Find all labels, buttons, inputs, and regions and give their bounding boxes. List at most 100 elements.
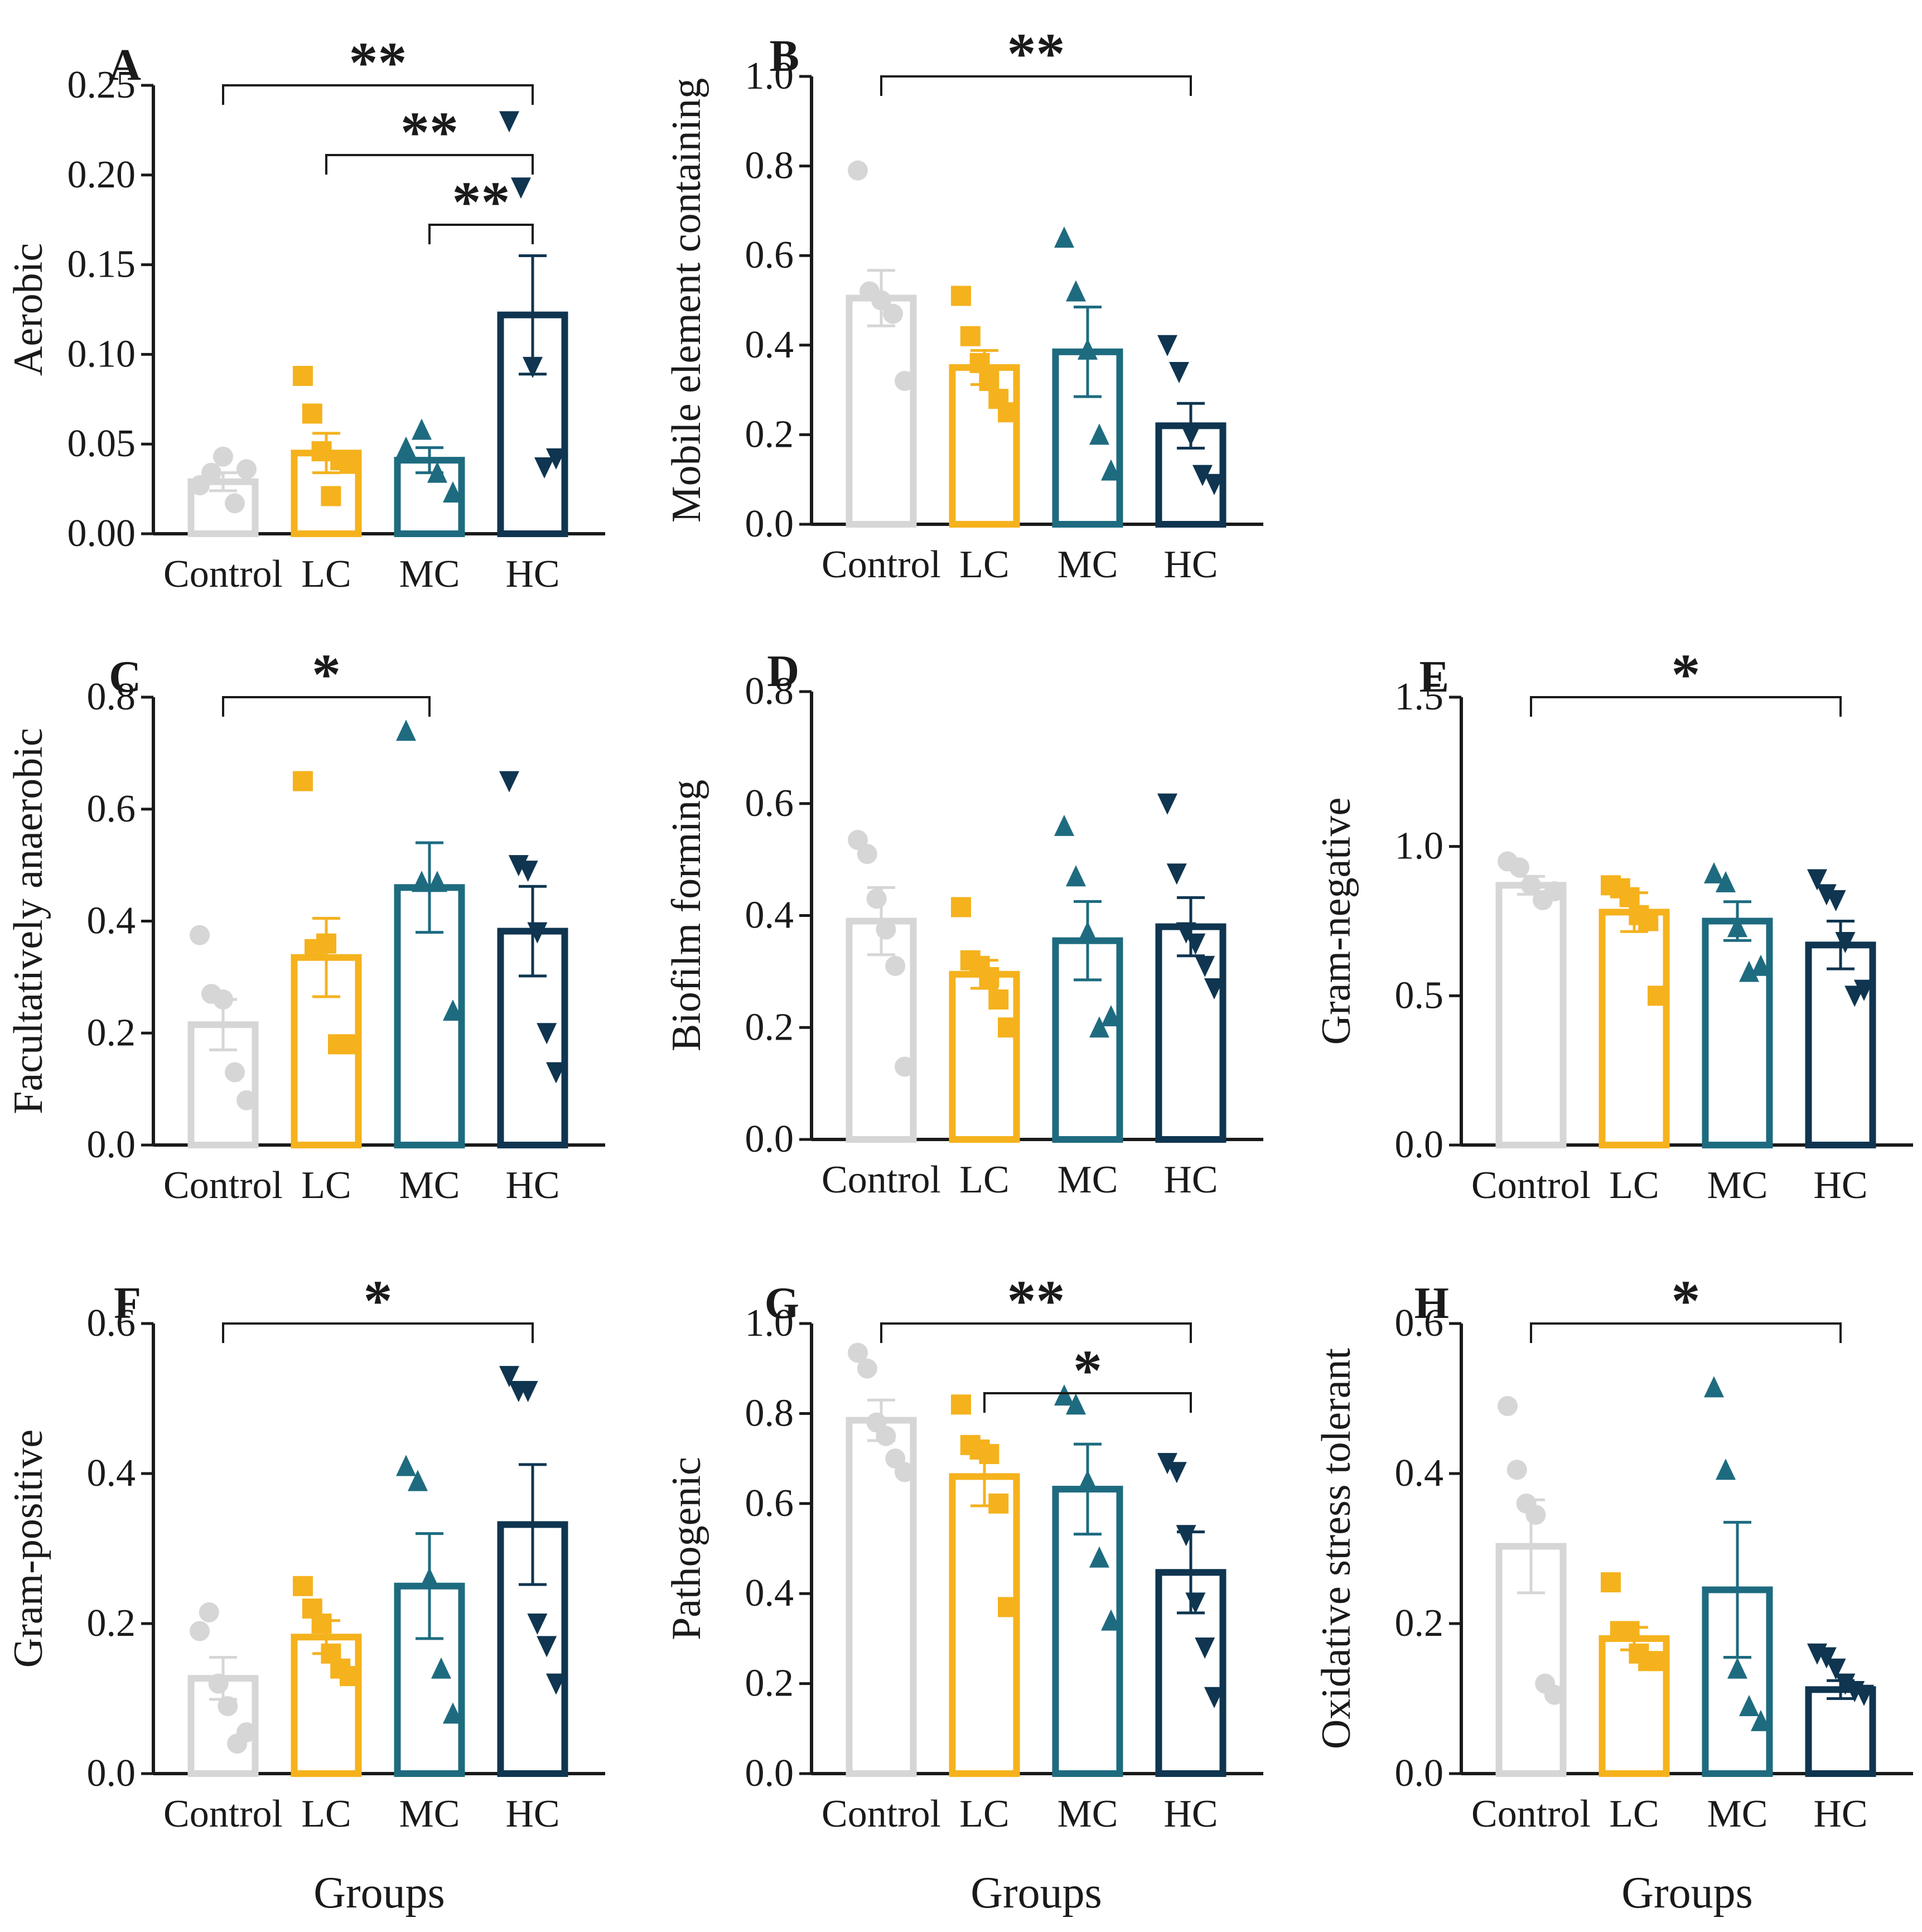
y-tick-label: 0.15 — [67, 243, 136, 286]
category-label-hc: HC — [1163, 1158, 1218, 1201]
category-label-mc: MC — [1707, 1164, 1768, 1207]
point-control — [213, 446, 233, 467]
y-tick-label: 0.2 — [87, 1602, 136, 1645]
point-lc — [302, 403, 322, 424]
point-hc — [1192, 465, 1213, 486]
y-tick-label: 0.6 — [745, 1482, 794, 1525]
panel-a: 0.00 0.05 0.10 0.15 0.20 0.25 Aerobic A Control L… — [6, 31, 605, 596]
point-lc — [960, 326, 981, 346]
significance-label: * — [364, 1269, 393, 1333]
point-hc — [546, 1673, 566, 1695]
y-tick-label: 0.4 — [745, 323, 794, 366]
point-control — [199, 1602, 219, 1622]
category-label-control: Control — [822, 1158, 941, 1201]
point-mc — [396, 436, 416, 458]
y-tick-label: 0.25 — [67, 64, 136, 107]
category-label-lc: LC — [301, 553, 351, 596]
y-tick-label: 0.2 — [1395, 1602, 1444, 1645]
y-tick-label: 0.4 — [745, 894, 794, 937]
y-tick-label: 0.8 — [87, 675, 136, 718]
point-control — [1509, 857, 1529, 878]
point-hc — [1826, 890, 1846, 912]
point-hc — [518, 861, 538, 882]
point-mc — [1089, 1016, 1109, 1038]
point-hc — [1157, 335, 1177, 356]
point-lc — [1619, 887, 1640, 907]
point-control — [1544, 1684, 1564, 1705]
point-mc — [1054, 226, 1074, 248]
significance-label: * — [1672, 1269, 1701, 1333]
point-lc — [988, 1493, 1009, 1514]
y-axis-title: Mobile element containing — [664, 78, 709, 523]
x-axis-title-col3: Groups — [1621, 1868, 1753, 1917]
significance-bracket — [1530, 1322, 1842, 1343]
point-mc — [1751, 1709, 1771, 1731]
category-label-mc: MC — [1057, 543, 1118, 586]
point-hc — [518, 1381, 538, 1403]
point-hc — [1166, 863, 1187, 885]
category-label-hc: HC — [1813, 1793, 1867, 1836]
point-hc — [1166, 1462, 1187, 1484]
panel-letter: B — [770, 32, 799, 81]
point-mc — [1751, 954, 1771, 976]
bar-lc — [1599, 909, 1670, 1148]
category-label-hc: HC — [1163, 1793, 1218, 1836]
point-lc — [321, 486, 341, 506]
point-control — [225, 493, 245, 514]
y-tick-label: 0.20 — [67, 153, 136, 196]
point-hc — [1816, 884, 1837, 906]
point-control — [190, 475, 210, 496]
category-label-hc: HC — [505, 1164, 559, 1207]
y-tick-label: 0.0 — [87, 1123, 136, 1166]
category-label-mc: MC — [399, 1793, 460, 1836]
point-hc — [1204, 978, 1224, 999]
point-hc — [499, 111, 519, 133]
y-tick-label: 0.2 — [87, 1011, 136, 1054]
point-control — [871, 290, 891, 311]
point-control — [857, 1358, 877, 1379]
point-mc — [1054, 814, 1074, 836]
point-lc — [1619, 1621, 1640, 1641]
point-hc — [537, 1023, 557, 1045]
point-control — [1521, 875, 1541, 896]
point-hc — [523, 356, 543, 378]
point-lc — [998, 402, 1018, 423]
point-mc — [1066, 280, 1086, 302]
y-axis-title: Oxidative stress tolerant — [1313, 1347, 1359, 1749]
point-lc — [316, 933, 336, 954]
y-axis-title: Biofilm forming — [664, 780, 709, 1051]
bar-control — [1495, 882, 1567, 1148]
category-label-hc: HC — [1163, 543, 1218, 586]
point-mc — [443, 999, 463, 1021]
point-control — [201, 462, 221, 483]
point-lc — [293, 365, 313, 386]
panel-letter: E — [1419, 653, 1449, 702]
category-label-control: Control — [163, 553, 283, 596]
point-hc — [499, 1366, 519, 1388]
point-control — [848, 160, 868, 181]
point-mc — [427, 871, 447, 892]
point-hc — [1816, 1647, 1837, 1669]
bar-lc — [949, 1473, 1020, 1777]
point-hc — [546, 448, 566, 470]
point-hc — [546, 1062, 566, 1084]
significance-bracket — [880, 75, 1192, 96]
y-tick-label: 0.6 — [87, 1302, 136, 1345]
point-mc — [1066, 865, 1086, 887]
point-hc — [1195, 955, 1215, 977]
point-mc — [1101, 1609, 1121, 1631]
y-tick-label: 0.4 — [87, 900, 136, 943]
category-label-control: Control — [1471, 1793, 1591, 1836]
y-tick-label: 0.0 — [1395, 1752, 1444, 1795]
significance-label: * — [312, 643, 341, 707]
point-mc — [1089, 423, 1109, 445]
significance-bracket — [983, 1392, 1192, 1413]
significance-bracket — [222, 696, 431, 717]
category-label-lc: LC — [1609, 1793, 1659, 1836]
significance-bracket — [428, 224, 534, 244]
point-mc — [396, 719, 416, 741]
category-label-mc: MC — [1057, 1793, 1118, 1836]
point-lc — [969, 352, 990, 373]
point-control — [190, 925, 210, 945]
